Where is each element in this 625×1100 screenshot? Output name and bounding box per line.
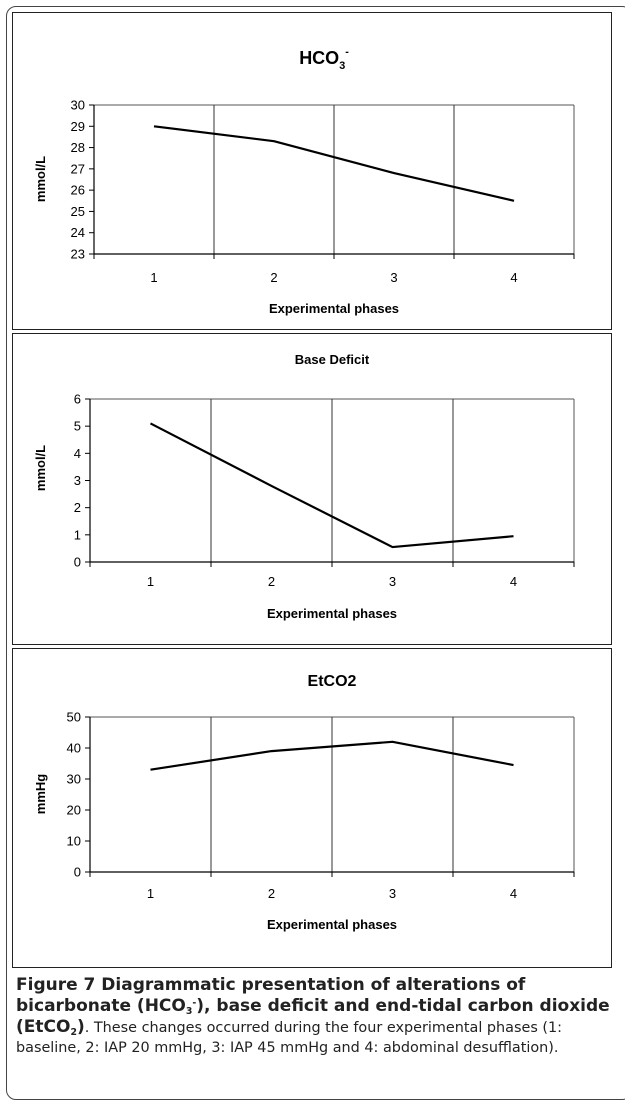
y-tick-label: 24 bbox=[71, 225, 85, 240]
y-tick-label: 1 bbox=[74, 527, 81, 542]
y-tick-label: 5 bbox=[74, 419, 81, 434]
x-tick-label: 2 bbox=[270, 270, 277, 285]
x-tick-label: 3 bbox=[389, 886, 396, 901]
base-deficit-chart: Base Deficit 0 1 2 3 4 5 6 1 2 3 4 Experimental phas… bbox=[13, 334, 611, 644]
y-tick-label: 40 bbox=[67, 741, 81, 756]
y-axis-label: mmol/L bbox=[33, 156, 48, 202]
figure-label: Figure 7 bbox=[16, 975, 95, 995]
base-deficit-chart-panel: Base Deficit 0 1 2 3 4 5 6 1 2 3 4 Experimental phas… bbox=[12, 333, 612, 645]
y-axis-label: mmHg bbox=[33, 774, 48, 815]
chart-title: EtCO2 bbox=[308, 673, 357, 690]
chart-title: Base Deficit bbox=[295, 352, 370, 367]
y-tick-label: 28 bbox=[71, 140, 85, 155]
chart-title-sub: 3 bbox=[339, 60, 345, 72]
y-axis-label: mmol/L bbox=[33, 445, 48, 491]
x-tick-label: 4 bbox=[510, 574, 517, 589]
y-tick-label: 26 bbox=[71, 183, 85, 198]
x-tick-label: 4 bbox=[510, 270, 517, 285]
x-tick-label: 1 bbox=[147, 574, 154, 589]
x-axis-label: Experimental phases bbox=[269, 301, 399, 316]
chart-title-base: HCO bbox=[299, 48, 339, 68]
etco2-chart: EtCO2 0 10 20 30 40 50 1 2 3 4 Experimental phases m… bbox=[13, 649, 611, 967]
x-tick-label: 4 bbox=[510, 886, 517, 901]
caption-bold-3: ) bbox=[77, 1017, 85, 1037]
x-tick-label: 2 bbox=[268, 886, 275, 901]
y-tick-label: 30 bbox=[67, 772, 81, 787]
y-tick-label: 27 bbox=[71, 161, 85, 176]
y-tick-label: 50 bbox=[67, 710, 81, 725]
y-tick-label: 25 bbox=[71, 204, 85, 219]
y-tick-label: 20 bbox=[67, 803, 81, 818]
y-tick-label: 4 bbox=[74, 446, 81, 461]
y-tick-label: 0 bbox=[74, 555, 81, 570]
chart-title: HCO3- bbox=[299, 46, 349, 72]
y-tick-label: 2 bbox=[74, 500, 81, 515]
y-tick-label: 0 bbox=[74, 865, 81, 880]
y-tick-label: 30 bbox=[71, 98, 85, 113]
etco2-chart-panel: EtCO2 0 10 20 30 40 50 1 2 3 4 Experimental phases m… bbox=[12, 648, 612, 968]
x-tick-label: 1 bbox=[150, 270, 157, 285]
figure-caption: Figure 7 Diagrammatic presentation of al… bbox=[16, 975, 612, 1058]
x-tick-label: 3 bbox=[389, 574, 396, 589]
x-tick-label: 1 bbox=[147, 886, 154, 901]
x-axis-label: Experimental phases bbox=[267, 917, 397, 932]
caption-body: . These changes occurred during the four… bbox=[16, 1020, 562, 1056]
x-tick-label: 2 bbox=[268, 574, 275, 589]
y-tick-label: 23 bbox=[71, 247, 85, 262]
x-tick-label: 3 bbox=[390, 270, 397, 285]
y-tick-label: 29 bbox=[71, 119, 85, 134]
chart-title-sup: - bbox=[345, 46, 349, 58]
y-tick-label: 3 bbox=[74, 473, 81, 488]
y-tick-label: 6 bbox=[74, 392, 81, 407]
y-tick-label: 10 bbox=[67, 834, 81, 849]
x-axis-label: Experimental phases bbox=[267, 606, 397, 621]
